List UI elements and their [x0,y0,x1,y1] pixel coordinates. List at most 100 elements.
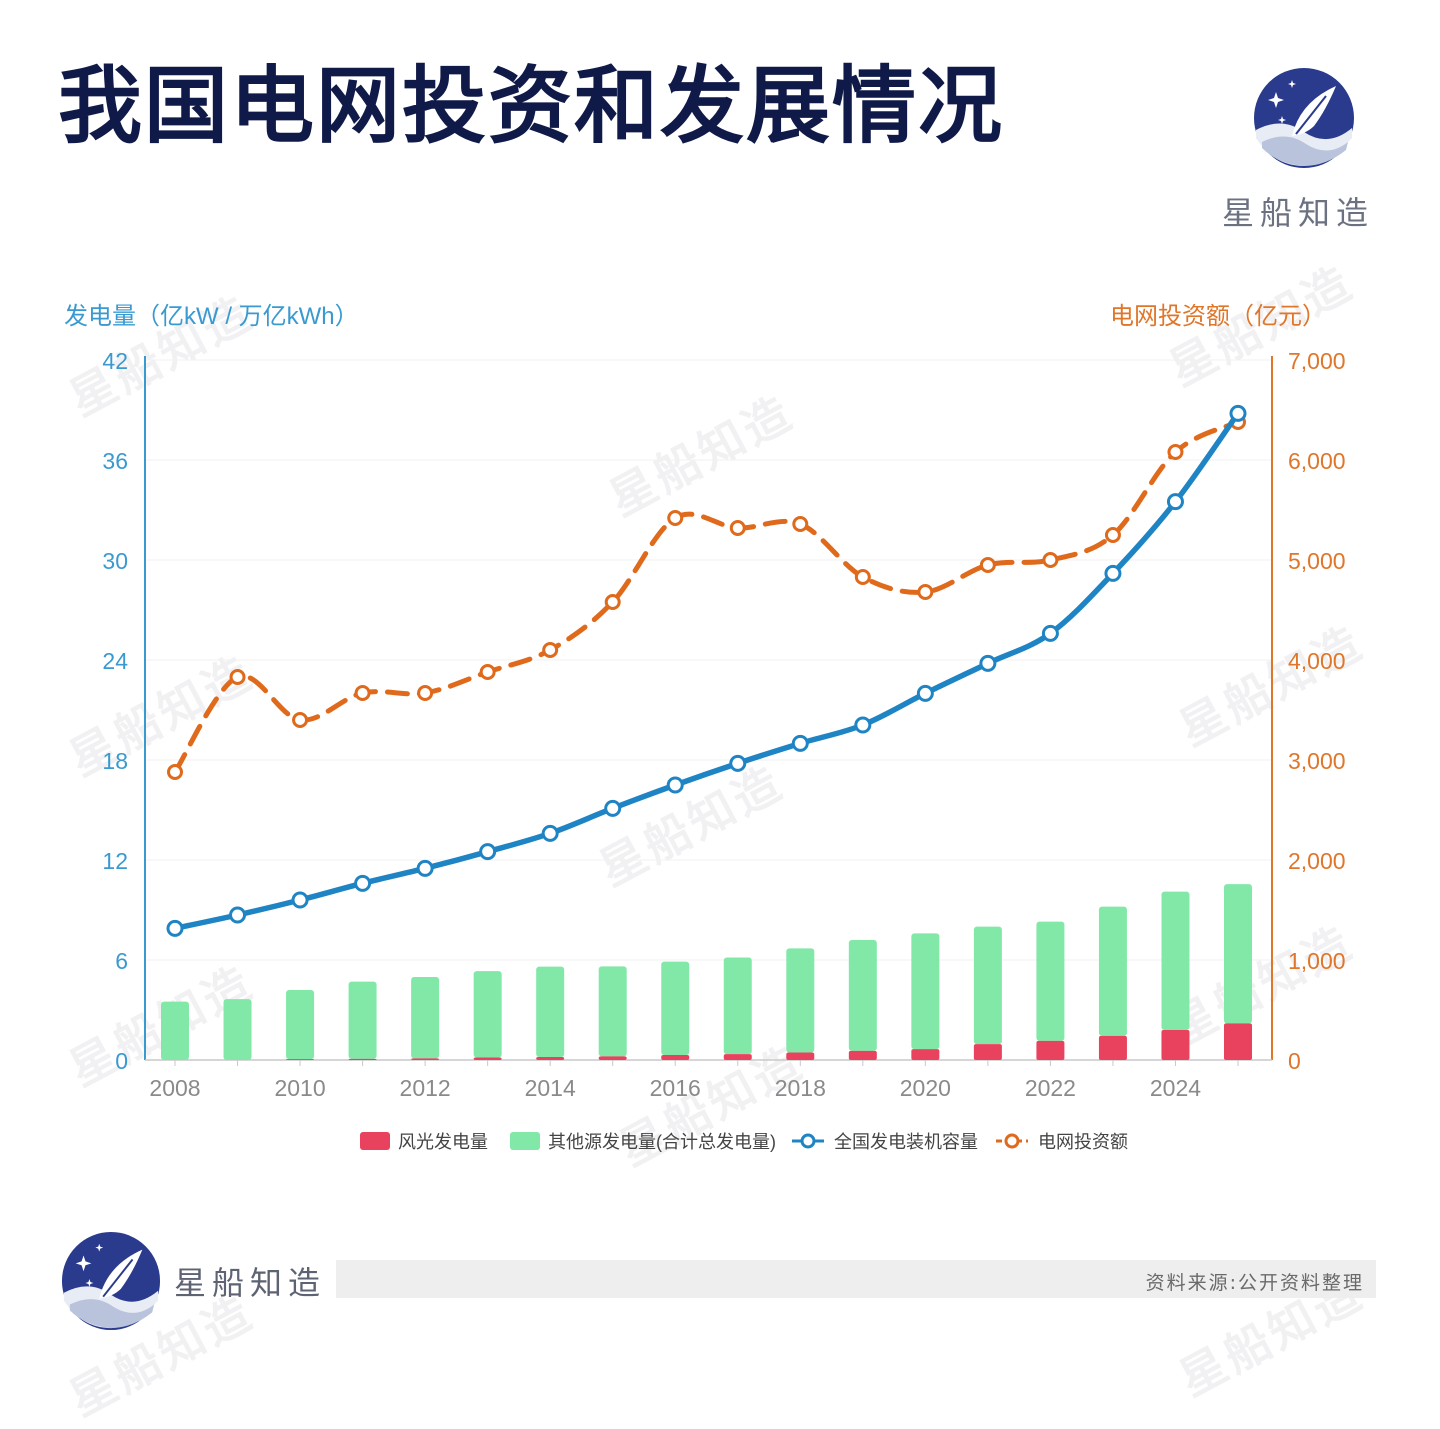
capacity-point [729,754,747,772]
bar-wind-solar [1161,1030,1190,1060]
brand-name: 星船知造 [1222,194,1375,232]
capacity-point [229,906,247,924]
capacity-point [416,859,434,877]
investment-point [167,764,183,780]
investment-point [1167,444,1184,460]
bar-other-sources [161,1001,189,1060]
left-tick-label: 36 [102,448,128,474]
bar-wind-solar [973,1044,1002,1060]
left-tick-label: 12 [102,848,128,874]
investment-point [979,557,996,573]
legend-swatch-other-sources [510,1132,540,1150]
investment-point [604,594,621,610]
capacity-point [1166,493,1184,511]
x-tick-label: 2014 [525,1075,576,1101]
bar-other-sources [1036,921,1065,1041]
bar-other-sources [786,948,815,1053]
left-tick-label: 6 [115,948,128,974]
footer-brand-name: 星船知造 [174,1264,327,1302]
capacity-point [854,716,872,734]
bar-other-sources [473,971,502,1058]
legend-swatch-wind-solar [360,1132,390,1150]
bar-wind-solar [1224,1023,1252,1060]
left-tick-label: 30 [102,548,128,574]
bar-wind-solar [411,1058,440,1060]
bar-other-sources [911,933,940,1050]
right-tick-label: 0 [1288,1048,1301,1074]
capacity-point [1229,404,1247,422]
capacity-point [666,776,684,794]
bar-other-sources [1161,891,1190,1030]
x-tick-label: 2008 [149,1075,200,1101]
x-tick-label: 2020 [900,1075,951,1101]
x-tick-label: 2010 [274,1075,325,1101]
right-tick-label: 6,000 [1288,448,1346,474]
left-tick-label: 18 [102,748,128,774]
bar-wind-solar [911,1049,940,1060]
bar-wind-solar [286,1059,315,1060]
bar-other-sources [661,961,690,1055]
bar-wind-solar [598,1056,627,1060]
right-tick-label: 3,000 [1288,748,1346,774]
bar-wind-solar [1036,1040,1065,1060]
chart: 发电量（亿kW / 万亿kWh） 电网投资额（亿元） 0 0 6 1,000 12 2,000… [64,303,1346,1152]
legend-label-capacity: 全国发电装机容量 [834,1132,978,1152]
capacity-point [166,919,184,937]
capacity-point [916,684,934,702]
legend-label-investment: 电网投资额 [1038,1132,1128,1152]
bar-wind-solar [1098,1035,1127,1060]
capacity-line [172,410,1241,932]
investment-point [479,664,496,680]
investment-point [667,510,684,526]
right-tick-label: 4,000 [1288,648,1346,674]
investment-point [417,685,434,701]
bar-wind-solar [723,1054,752,1060]
capacity-point [791,734,809,752]
investment-point [542,642,559,658]
x-tick-label: 2012 [400,1075,451,1101]
bar-other-sources [598,966,627,1057]
bar-other-sources [1098,906,1127,1036]
x-tick-label: 2024 [1150,1075,1201,1101]
brand-logo-icon [1254,68,1354,168]
right-axis-title: 电网投资额（亿元） [1110,303,1326,330]
source-note: 资料来源:公开资料整理 [1145,1272,1364,1294]
capacity-point [479,843,497,861]
footer-logo-icon [61,1231,161,1331]
investment-point [854,569,871,585]
capacity-point [354,874,372,892]
legend-label-wind-solar: 风光发电量 [398,1132,488,1152]
investment-point [1104,527,1121,543]
right-tick-label: 5,000 [1288,548,1346,574]
left-tick-label: 24 [102,648,128,674]
left-tick-label: 0 [115,1048,128,1074]
x-tick-label: 2022 [1025,1075,1076,1101]
investment-point [354,685,371,701]
capacity-point [604,799,622,817]
bar-wind-solar [348,1058,377,1060]
bar-other-sources [348,981,377,1059]
investment-point [917,584,934,600]
bar-other-sources [973,926,1002,1045]
bar-other-sources [223,999,252,1060]
bar-other-sources [411,977,440,1059]
bar-other-sources [536,966,565,1057]
bar-wind-solar [473,1057,502,1060]
bar-wind-solar [661,1055,690,1060]
investment-point [229,669,246,685]
capacity-point [541,824,559,842]
legend-label-other-sources: 其他源发电量(合计总发电量) [548,1132,776,1152]
bar-other-sources [1224,884,1252,1024]
capacity-point [979,654,997,672]
bar-other-sources [848,940,877,1051]
bar-wind-solar [786,1052,815,1060]
bar-wind-solar [848,1050,877,1060]
right-tick-label: 2,000 [1288,848,1346,874]
x-tick-label: 2016 [650,1075,701,1101]
page-title: 我国电网投资和发展情况 [58,57,1005,155]
bar-other-sources [723,957,752,1055]
left-tick-label: 42 [102,348,128,374]
investment-point [729,520,746,536]
capacity-point [291,891,309,909]
footer-bar [336,1260,1376,1298]
